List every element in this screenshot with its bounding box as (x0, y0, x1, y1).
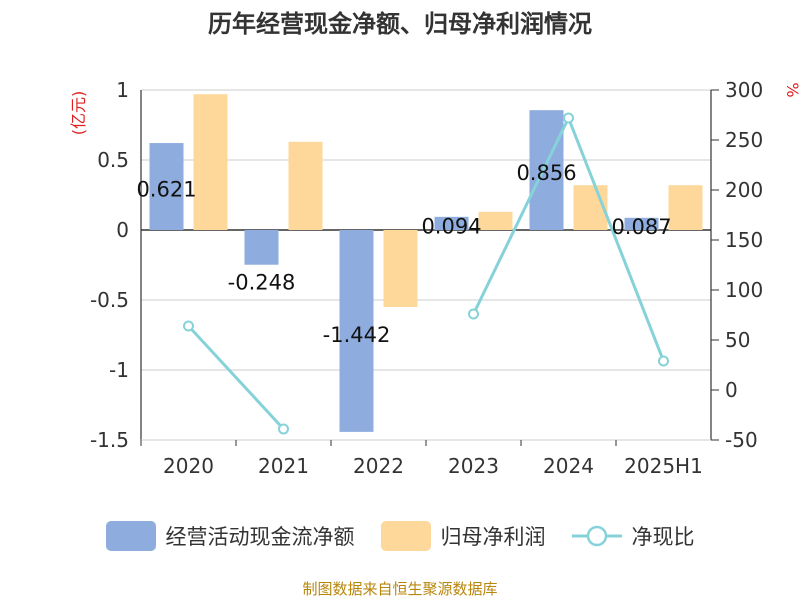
bar-cash-flow (149, 143, 184, 230)
right-axis-unit: % (783, 82, 800, 97)
legend-label-profit: 归母净利润 (440, 525, 546, 549)
x-tick-label: 2024 (543, 454, 594, 478)
legend-item-cash[interactable]: 经营活动现金流净额 (105, 521, 355, 551)
bar-net-profit (288, 141, 323, 230)
x-tick-label: 2022 (353, 454, 404, 478)
ratio-line-segment (187, 324, 285, 431)
right-tick-label: -50 (725, 428, 758, 452)
ratio-point (278, 423, 289, 435)
legend-item-ratio[interactable]: 净现比 (571, 521, 695, 551)
ratio-line-segment (472, 117, 570, 315)
bar-data-label: 0.087 (611, 215, 671, 239)
x-tick-label: 2025H1 (624, 454, 703, 478)
right-tick-label: 0 (725, 378, 738, 402)
legend-swatch-ratio (571, 525, 622, 547)
bar-cash-flow (434, 216, 469, 230)
bar-cash-flow (339, 230, 374, 432)
ratio-line-segment (567, 117, 665, 362)
bar-net-profit (573, 185, 608, 230)
legend-label-ratio: 净现比 (631, 525, 695, 549)
left-axis-unit: (亿元) (69, 91, 88, 136)
right-tick-label: 50 (725, 328, 750, 352)
bar-data-label: 0.856 (516, 161, 576, 185)
bar-data-label: 0.621 (136, 178, 196, 202)
x-tick-label: 2020 (163, 454, 214, 478)
bar-data-label: -1.442 (323, 323, 391, 347)
ratio-point (468, 308, 479, 320)
legend-item-profit[interactable]: 归母净利润 (380, 521, 546, 551)
bar-data-label: 0.094 (421, 214, 481, 238)
legend-label-cash: 经营活动现金流净额 (165, 525, 355, 549)
x-tick-label: 2023 (448, 454, 499, 478)
legend-swatch-cash (105, 521, 156, 551)
bar-cash-flow (624, 217, 659, 230)
left-tick-label: -0.5 (90, 288, 129, 312)
bar-data-label: -0.248 (228, 271, 296, 295)
ratio-point (658, 355, 669, 367)
left-tick-label: -1 (109, 358, 129, 382)
legend-swatch-profit (380, 521, 431, 551)
left-tick-label: 0.5 (97, 148, 129, 172)
left-tick-label: 1 (116, 78, 129, 102)
ratio-point (563, 112, 574, 124)
ratio-point (183, 320, 194, 332)
bar-cash-flow (244, 230, 279, 265)
left-tick-label: -1.5 (90, 428, 129, 452)
bar-net-profit (383, 230, 418, 307)
legend: 经营活动现金流净额 归母净利润 净现比 (0, 518, 800, 554)
right-tick-label: 150 (725, 228, 763, 252)
source-note: 制图数据来自恒生聚源数据库 (302, 580, 498, 598)
right-tick-label: 200 (725, 178, 763, 202)
bar-net-profit (193, 94, 228, 230)
x-tick-label: 2021 (258, 454, 309, 478)
chart-svg: 1 0.5 0 -0.5 -1 -1.5 300 250 200 150 100 50 0 -50 (亿元)… (69, 78, 800, 478)
right-tick-label: 300 (725, 78, 763, 102)
left-tick-label: 0 (116, 218, 129, 242)
bar-net-profit (478, 211, 513, 230)
right-tick-label: 100 (725, 278, 763, 302)
bar-cash-flow (529, 110, 564, 230)
chart-title: 历年经营现金净额、归母净利润情况 (208, 10, 592, 38)
bar-net-profit (668, 185, 703, 230)
right-tick-label: 250 (725, 128, 763, 152)
